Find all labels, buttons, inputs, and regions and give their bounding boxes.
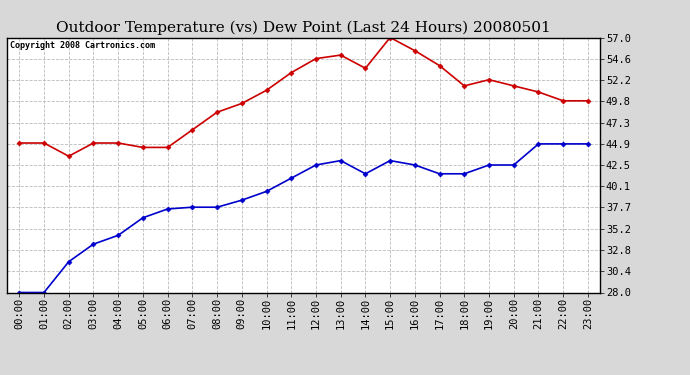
Text: Copyright 2008 Cartronics.com: Copyright 2008 Cartronics.com (10, 41, 155, 50)
Title: Outdoor Temperature (vs) Dew Point (Last 24 Hours) 20080501: Outdoor Temperature (vs) Dew Point (Last… (56, 21, 551, 35)
